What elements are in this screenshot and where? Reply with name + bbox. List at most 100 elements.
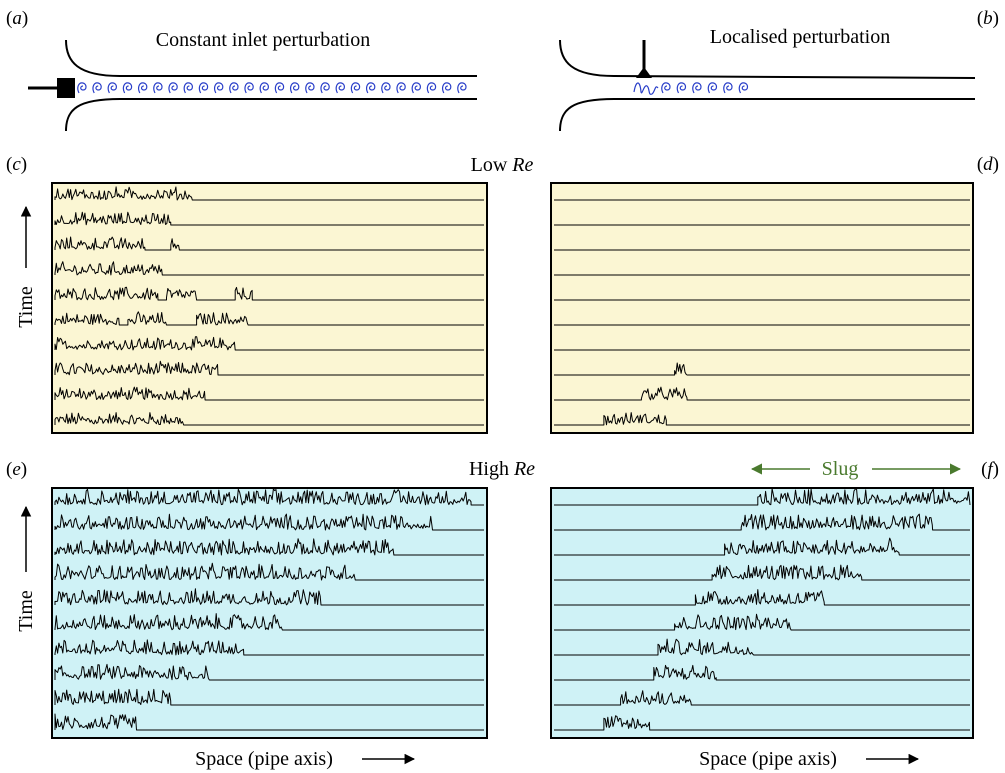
space-axis-right: Space (pipe axis) (699, 748, 920, 770)
eddy-icon (396, 82, 406, 94)
row-heading-high-re: High Re (469, 458, 535, 480)
eddy-puff (661, 82, 749, 94)
space-axis-left: Space (pipe axis) (195, 748, 416, 770)
trace-f-8 (554, 537, 970, 556)
eddy-icon (738, 82, 749, 94)
spacetime-panel-f (550, 487, 974, 739)
eddy-icon (305, 82, 315, 94)
trace-f-1 (554, 715, 970, 731)
eddy-icon (320, 82, 330, 94)
schematic-title-constant-inlet: Constant inlet perturbation (156, 29, 370, 51)
trace-f-2 (554, 690, 970, 706)
time-axis-high: Time (15, 505, 37, 632)
eddy-icon (92, 82, 102, 94)
eddy-icon (274, 82, 285, 94)
trace-e-2 (54, 688, 484, 706)
trace-e-4 (54, 639, 484, 656)
trace-c-8 (54, 236, 484, 251)
eddy-icon (365, 82, 376, 94)
eddy-icon (676, 82, 687, 94)
pipe-lower-wall (559, 98, 975, 132)
trace-f-9 (554, 513, 970, 531)
trace-d-3 (554, 362, 970, 376)
trace-e-1 (54, 713, 484, 731)
eddy-icon (213, 82, 224, 94)
eddy-train-inlet (77, 82, 467, 94)
eddy-icon (244, 82, 254, 94)
trace-f-10 (554, 488, 971, 506)
trace-c-3 (54, 360, 484, 376)
trace-e-5 (54, 613, 484, 631)
eddy-icon (692, 82, 702, 94)
row-heading-low-re: Low Re (471, 154, 534, 176)
spacetime-panel-d (550, 182, 974, 434)
trace-c-7 (54, 261, 484, 276)
trace-f-4 (554, 638, 970, 656)
slug-label: Slug (822, 458, 859, 480)
eddy-icon (335, 82, 345, 94)
eddy-icon (381, 82, 391, 94)
space-axis-label: Space (pipe axis) (195, 748, 333, 770)
eddy-icon (457, 82, 467, 94)
puff-disturbance (633, 82, 659, 95)
eddy-icon (198, 82, 209, 94)
trace-c-2 (54, 386, 484, 401)
pipe-upper-wall (65, 39, 477, 77)
eddy-icon (426, 82, 437, 94)
trace-c-6 (54, 286, 484, 301)
time-axis-low: Time (15, 205, 37, 328)
eddy-icon (707, 82, 718, 94)
eddy-icon (137, 82, 148, 94)
eddy-icon (229, 82, 239, 94)
schematic-title-localised: Localised perturbation (710, 26, 891, 48)
panel-label-f: (f) (981, 459, 999, 480)
eddy-icon (411, 82, 421, 94)
time-axis-label: Time (15, 286, 37, 328)
pipe-upper-wall (559, 39, 976, 79)
pipe-schematic-localised (559, 39, 976, 132)
spacetime-panel-c (51, 182, 488, 434)
trace-d-1 (554, 412, 970, 426)
trace-e-7 (54, 562, 484, 581)
eddy-icon (168, 82, 178, 94)
eddy-icon (122, 82, 133, 94)
eddy-icon (661, 82, 671, 94)
inlet-perturbation-block (57, 78, 75, 98)
eddy-icon (107, 82, 117, 94)
panel-background (550, 182, 974, 434)
trace-c-10 (54, 186, 484, 201)
trace-f-5 (554, 613, 970, 631)
eddy-icon (153, 82, 163, 94)
eddy-icon (723, 82, 733, 94)
trace-c-1 (54, 412, 484, 426)
trace-c-9 (54, 211, 484, 226)
panel-label-a: (a) (6, 8, 28, 29)
spacetime-panel-e (51, 487, 488, 739)
eddy-icon (441, 82, 452, 94)
trace-e-9 (54, 513, 484, 531)
trace-e-10 (54, 488, 484, 506)
trace-f-6 (554, 589, 970, 606)
trace-c-4 (54, 336, 484, 351)
trace-c-5 (54, 311, 484, 326)
eddy-icon (350, 82, 361, 94)
trace-e-8 (54, 538, 484, 556)
space-axis-label: Space (pipe axis) (699, 748, 837, 770)
trace-e-3 (54, 663, 484, 681)
panel-label-c: (c) (6, 154, 27, 175)
trace-f-7 (554, 564, 970, 581)
eddy-icon (259, 82, 269, 94)
pipe-schematic-constant-inlet (28, 39, 477, 132)
slug-annotation: Slug (750, 458, 962, 480)
injection-nozzle (636, 67, 652, 78)
time-axis-label: Time (15, 590, 37, 632)
panel-label-d: (d) (977, 154, 999, 175)
eddy-icon (77, 82, 87, 94)
eddy-icon (183, 82, 193, 94)
trace-d-2 (554, 386, 970, 401)
trace-e-6 (54, 588, 484, 606)
pipe-lower-wall (65, 98, 477, 132)
eddy-icon (289, 82, 300, 94)
trace-f-3 (554, 664, 970, 681)
